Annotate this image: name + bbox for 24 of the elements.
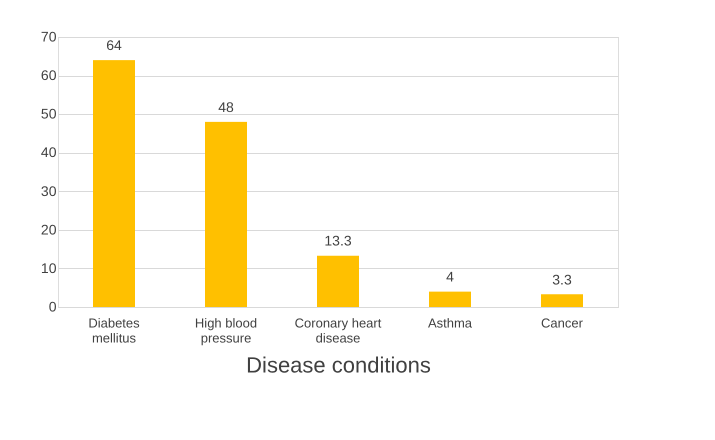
y-tick-label: 60 xyxy=(40,67,57,84)
y-tick-label: 50 xyxy=(40,106,57,122)
bar xyxy=(317,256,359,307)
x-tick-label: High blood pressure xyxy=(194,316,258,346)
y-tick-label: 40 xyxy=(40,144,57,160)
bar xyxy=(541,294,583,307)
data-label: 64 xyxy=(106,37,122,54)
bar xyxy=(93,60,135,307)
y-tick-label: 30 xyxy=(40,182,57,199)
data-label: 3.3 xyxy=(552,271,572,288)
data-label: 4 xyxy=(446,268,454,285)
x-tick-label: Cancer xyxy=(541,316,584,330)
bar xyxy=(429,292,471,307)
x-axis-title: Disease conditions xyxy=(246,352,431,378)
y-tick-label: 20 xyxy=(40,221,57,238)
x-tick-label: Asthma xyxy=(428,316,473,330)
y-tick-label: 10 xyxy=(40,260,57,276)
bar xyxy=(205,122,247,307)
x-tick-label: Diabetes mellitus xyxy=(88,316,140,346)
x-tick-label: Coronary heart disease xyxy=(294,316,382,346)
data-label: 48 xyxy=(218,98,234,115)
y-tick-label: 0 xyxy=(48,298,57,314)
y-tick-label: 70 xyxy=(40,28,57,44)
data-label: 13.3 xyxy=(324,232,352,249)
